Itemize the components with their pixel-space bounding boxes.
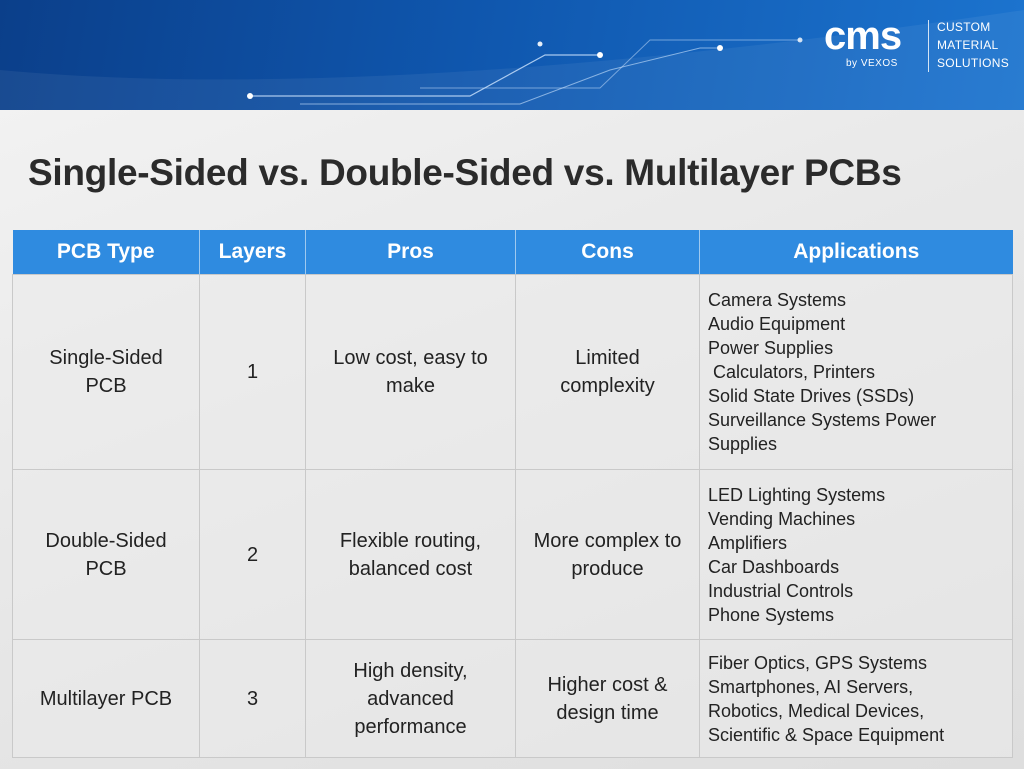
pcb-type-cell: Multilayer PCB (12, 639, 200, 758)
column-header: PCB Type (12, 230, 200, 275)
application-item: Car Dashboards (708, 556, 840, 577)
table-row: Single-Sided PCB 1 Low cost, easy to mak… (12, 274, 1013, 470)
pcb-type-cell: Single-Sided PCB (12, 274, 200, 470)
logo-brand: cms (824, 14, 902, 58)
column-header: Pros (305, 230, 516, 275)
column-header: Applications (699, 230, 1013, 275)
column-header: Layers (199, 230, 306, 275)
pros-text: Low cost, easy to make (333, 347, 488, 397)
pros-text: Flexible routing, balanced cost (339, 529, 482, 580)
header-banner: cms by VEXOS CUSTOM MATERIAL SOLUTIONS (0, 0, 1024, 110)
layers-cell: 3 (199, 639, 306, 758)
logo-tagline-line: SOLUTIONS (937, 56, 1010, 70)
cons-cell: More complex to produce (515, 469, 700, 640)
applications-cell: LED Lighting Systems Vending Machines Am… (699, 469, 1013, 640)
layers-cell: 2 (199, 469, 306, 640)
page-title: Single-Sided vs. Double-Sided vs. Multil… (28, 152, 902, 193)
cons-cell: Higher cost & design time (515, 639, 700, 758)
application-item: Vending Machines (708, 508, 856, 529)
application-item: Surveillance Systems Power (708, 410, 937, 430)
cons-text: Limited complexity (560, 347, 655, 397)
logo-divider (928, 20, 929, 72)
table-row: Double-Sided PCB 2 Flexible routing, bal… (12, 469, 1013, 640)
application-item: Fiber Optics, GPS Systems (708, 652, 928, 673)
pros-text: High density, advanced performance (353, 659, 468, 738)
pcb-type-text: Double-Sided PCB (45, 529, 167, 580)
logo-tagline-line: MATERIAL (937, 38, 999, 52)
table-header-row: PCB Type Layers Pros Cons Applications (12, 230, 1013, 275)
application-item: Robotics, Medical Devices, (708, 700, 925, 721)
circuit-trace-decoration (0, 10, 1024, 110)
application-item: Power Supplies (708, 338, 834, 358)
cons-text: Higher cost & design time (547, 673, 668, 724)
pros-cell: Flexible routing, balanced cost (305, 469, 516, 640)
pcb-type-text: Single-Sided PCB (49, 347, 163, 397)
pros-cell: High density, advanced performance (305, 639, 516, 758)
applications-cell: Fiber Optics, GPS Systems Smartphones, A… (699, 639, 1013, 758)
cons-cell: Limited complexity (515, 274, 700, 470)
applications-cell: Camera Systems Audio Equipment Power Sup… (699, 274, 1013, 470)
pcb-type-cell: Double-Sided PCB (12, 469, 200, 640)
layers-cell: 1 (199, 274, 306, 470)
application-item: Industrial Controls (708, 580, 854, 601)
logo-tagline: CUSTOM MATERIAL SOLUTIONS (937, 18, 1009, 72)
application-item: Calculators, Printers (708, 362, 876, 382)
application-item: Phone Systems (708, 604, 835, 625)
cons-text: More complex to produce (533, 529, 682, 580)
application-item: Amplifiers (708, 532, 788, 553)
pcb-comparison-table: PCB Type Layers Pros Cons Applications S… (12, 230, 1013, 758)
application-item: Camera Systems (708, 290, 847, 310)
application-item: Supplies (708, 434, 778, 454)
application-item: LED Lighting Systems (708, 484, 886, 505)
logo-byline: by VEXOS (846, 58, 898, 69)
column-header: Cons (515, 230, 700, 275)
application-item: Smartphones, AI Servers, (708, 676, 914, 697)
application-item: Scientific & Space Equipment (708, 724, 945, 745)
application-item: Solid State Drives (SSDs) (708, 386, 915, 406)
logo-tagline-line: CUSTOM (937, 20, 991, 34)
table-row: Multilayer PCB 3 High density, advanced … (12, 639, 1013, 758)
application-item: Audio Equipment (708, 314, 846, 334)
cms-logo: cms by VEXOS CUSTOM MATERIAL SOLUTIONS (824, 14, 1014, 78)
pros-cell: Low cost, easy to make (305, 274, 516, 470)
